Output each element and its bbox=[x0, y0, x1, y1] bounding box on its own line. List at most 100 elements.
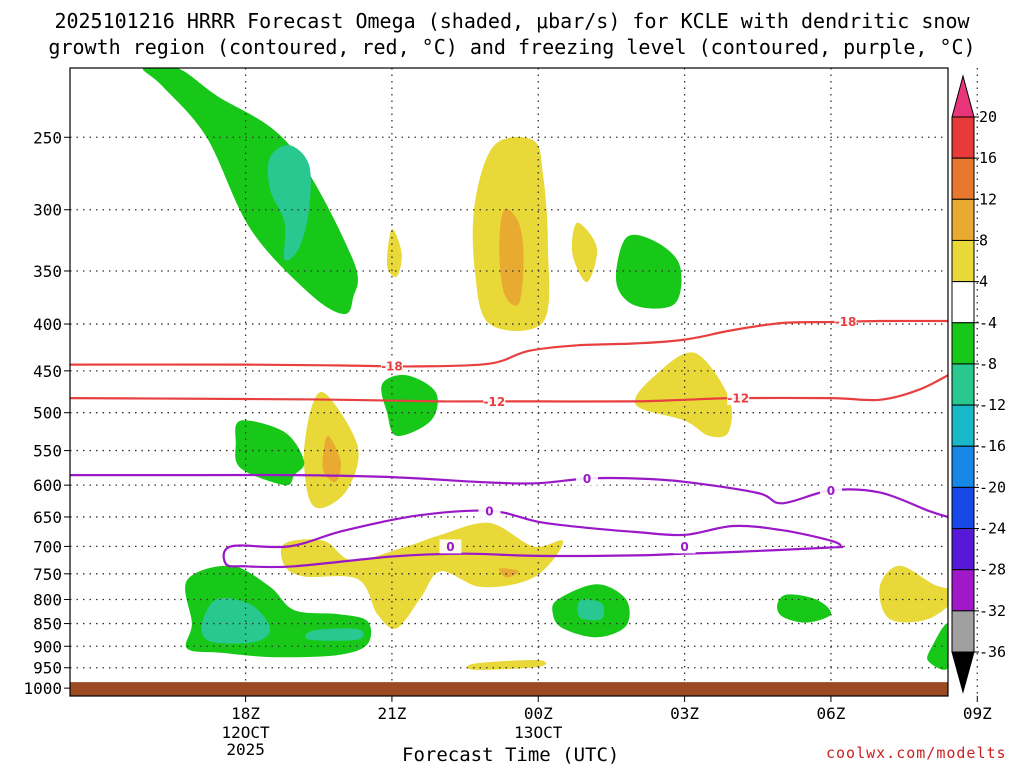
y-tick-label-450: 450 bbox=[33, 362, 62, 381]
x-tick-label-00Z: 00Z bbox=[524, 704, 553, 723]
x-axis-title: Forecast Time (UTC) bbox=[402, 744, 620, 766]
colorbar-box-1 bbox=[951, 157, 975, 200]
freezing-level-label-bg-1-1 bbox=[439, 539, 462, 554]
dgz-label-1-1: -12 bbox=[727, 392, 749, 406]
colorbar-box-7 bbox=[951, 404, 975, 447]
freezing-level-contour-0 bbox=[70, 473, 948, 519]
colorbar-box-11 bbox=[951, 569, 975, 612]
dgz-label-0-0: -18 bbox=[381, 360, 403, 374]
colorbar-label-11: -28 bbox=[979, 561, 1006, 579]
freezing-level-label-bg-1-2 bbox=[673, 539, 696, 554]
freezing-level-label-1-2: 0 bbox=[680, 540, 688, 554]
colorbar-box-8 bbox=[951, 445, 975, 488]
x-tick-label-18Z: 18Z bbox=[231, 704, 260, 723]
omega-region-5 bbox=[386, 228, 402, 278]
omega-shading bbox=[142, 68, 948, 670]
dgz-label-bg-1-0 bbox=[483, 394, 506, 409]
colorbar-box-0 bbox=[951, 116, 975, 159]
credit-text: coolwx.com/modelts bbox=[826, 744, 1007, 762]
y-axis: 250 300 350 400 450 500 550 600 650 700 750 800 850 9… bbox=[23, 128, 70, 698]
contour-lines bbox=[70, 319, 948, 569]
omega-region-10 bbox=[322, 435, 341, 483]
freezing-level-label-bg-1-0 bbox=[478, 503, 501, 518]
y-tick-label-300: 300 bbox=[33, 201, 62, 220]
omega-region-4 bbox=[499, 208, 524, 306]
colorbar: 20 16 12 8 4 -4 -8 -12 -16 -20 -24 -28 -32 -36 bbox=[951, 74, 1006, 694]
colorbar-label-7: -12 bbox=[979, 396, 1006, 414]
y-tick-label-600: 600 bbox=[33, 476, 62, 495]
colorbar-label-0: 20 bbox=[979, 108, 997, 126]
y-tick-label-950: 950 bbox=[33, 659, 62, 678]
chart-title: 2025101216 HRRR Forecast Omega (shaded, … bbox=[0, 8, 1024, 60]
freezing-level-label-1-1: 0 bbox=[446, 540, 454, 554]
dgz-label-bg-1-1 bbox=[727, 391, 750, 406]
colorbar-box-10 bbox=[951, 528, 975, 571]
plot-frame bbox=[69, 67, 949, 697]
colorbar-top-arrow bbox=[951, 74, 975, 118]
omega-region-18 bbox=[305, 628, 364, 641]
y-tick-label-550: 550 bbox=[33, 442, 62, 461]
freezing-level-label-0-1: 0 bbox=[827, 484, 835, 498]
chart-title-line-2: growth region (contoured, red, °C) and f… bbox=[48, 35, 976, 59]
omega-region-17 bbox=[201, 598, 271, 644]
colorbar-box-5 bbox=[951, 322, 975, 365]
omega-region-7 bbox=[634, 352, 732, 438]
colorbar-label-13: -36 bbox=[979, 643, 1006, 661]
omega-region-15 bbox=[879, 565, 948, 623]
x-tick-sublabel-00Z-0: 13OCT bbox=[514, 723, 563, 742]
x-tick-label-06Z: 06Z bbox=[816, 704, 845, 723]
colorbar-label-5: -4 bbox=[979, 314, 997, 332]
dgz-label-bg-0-1 bbox=[834, 314, 857, 329]
dgz-contour-1 bbox=[70, 374, 948, 403]
omega-region-2 bbox=[615, 234, 682, 309]
omega-region-12 bbox=[280, 522, 564, 629]
y-tick-label-250: 250 bbox=[33, 128, 62, 147]
y-tick-label-700: 700 bbox=[33, 537, 62, 556]
colorbar-label-4: 4 bbox=[979, 273, 988, 291]
y-tick-label-350: 350 bbox=[33, 262, 62, 281]
colorbar-box-2 bbox=[951, 198, 975, 241]
dgz-label-bg-0-0 bbox=[380, 359, 403, 374]
dgz-contour-0 bbox=[70, 319, 948, 368]
colorbar-label-3: 8 bbox=[979, 231, 988, 249]
omega-region-23 bbox=[927, 623, 948, 670]
colorbar-box-4 bbox=[951, 281, 975, 324]
colorbar-label-6: -8 bbox=[979, 355, 997, 373]
y-tick-label-500: 500 bbox=[33, 404, 62, 423]
colorbar-bottom-arrow bbox=[951, 651, 975, 694]
colorbar-box-12 bbox=[951, 610, 975, 653]
chart-title-line-1: 2025101216 HRRR Forecast Omega (shaded, … bbox=[54, 9, 970, 33]
x-tick-label-21Z: 21Z bbox=[377, 704, 406, 723]
dgz-label-1-0: -12 bbox=[484, 395, 506, 409]
freezing-level-label-1-0: 0 bbox=[485, 504, 493, 518]
y-tick-label-900: 900 bbox=[33, 637, 62, 656]
omega-region-13 bbox=[498, 568, 519, 578]
x-tick-label-03Z: 03Z bbox=[670, 704, 699, 723]
y-tick-label-400: 400 bbox=[33, 315, 62, 334]
ground-layer bbox=[70, 682, 948, 696]
omega-region-6 bbox=[571, 222, 598, 283]
freezing-level-label-bg-0-1 bbox=[819, 483, 842, 498]
omega-region-0 bbox=[142, 68, 358, 315]
colorbar-label-10: -24 bbox=[979, 520, 1006, 538]
colorbar-box-9 bbox=[951, 486, 975, 530]
freezing-level-label-0-0: 0 bbox=[583, 472, 591, 486]
colorbar-box-6 bbox=[951, 363, 975, 406]
x-tick-sublabel-18Z-1: 2025 bbox=[226, 740, 265, 759]
y-tick-label-800: 800 bbox=[33, 590, 62, 609]
omega-region-21 bbox=[777, 594, 832, 623]
omega-region-11 bbox=[235, 420, 305, 486]
colorbar-label-2: 12 bbox=[979, 190, 997, 208]
colorbar-label-12: -32 bbox=[979, 602, 1006, 620]
omega-region-14 bbox=[466, 660, 547, 670]
omega-region-20 bbox=[577, 599, 605, 621]
colorbar-label-9: -20 bbox=[979, 478, 1006, 496]
y-tick-label-850: 850 bbox=[33, 615, 62, 634]
colorbar-box-3 bbox=[951, 239, 975, 283]
y-tick-label-1000: 1000 bbox=[23, 679, 62, 698]
ground-fill bbox=[70, 682, 948, 696]
freezing-level-label-bg-0-0 bbox=[576, 471, 599, 486]
colorbar-label-8: -16 bbox=[979, 437, 1006, 455]
omega-region-1 bbox=[267, 144, 311, 261]
